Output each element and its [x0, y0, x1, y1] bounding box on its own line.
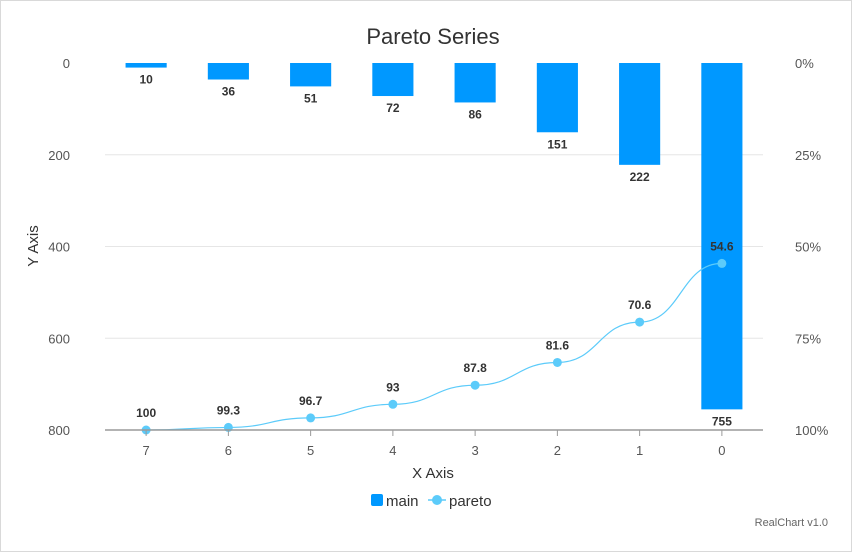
legend-pareto-label: pareto [449, 493, 492, 510]
bar[interactable] [372, 63, 414, 97]
bar[interactable] [207, 63, 249, 80]
y2-tick-label: 25% [795, 148, 821, 163]
pareto-point[interactable] [717, 258, 727, 268]
bar-data-label: 222 [630, 170, 650, 184]
credit-text: RealChart v1.0 [755, 517, 828, 529]
x-tick-label: 3 [472, 443, 479, 458]
y-tick-label: 400 [48, 240, 70, 255]
x-axis-ticks: 7 6 5 4 3 2 1 0 [143, 430, 725, 458]
pareto-point[interactable] [306, 413, 316, 423]
y-tick-label: 600 [48, 331, 70, 346]
chart-title: Pareto Series [366, 24, 499, 49]
y2-tick-label: 0% [795, 56, 814, 71]
x-tick-label: 2 [554, 443, 561, 458]
bar[interactable] [454, 63, 496, 103]
y-tick-label: 0 [63, 56, 70, 71]
bar-data-label: 72 [386, 101, 400, 115]
legend-main-label: main [386, 493, 419, 510]
bar-series-main: 10 36 51 72 86 151 222 755 [125, 63, 743, 428]
grid-lines [105, 154, 763, 339]
pareto-data-label: 93 [386, 380, 400, 394]
x-tick-label: 6 [225, 443, 232, 458]
pareto-data-label: 70.6 [628, 298, 652, 312]
y2-tick-label: 50% [795, 240, 821, 255]
bar-data-label: 51 [304, 91, 318, 105]
y-tick-label: 800 [48, 423, 70, 438]
x-tick-label: 1 [636, 443, 643, 458]
bar[interactable] [125, 63, 167, 68]
pareto-data-label: 81.6 [546, 338, 570, 352]
x-tick-label: 5 [307, 443, 314, 458]
x-tick-label: 7 [143, 443, 150, 458]
bar[interactable] [619, 63, 661, 165]
x-axis-title: X Axis [412, 465, 454, 482]
y-tick-label: 200 [48, 148, 70, 163]
secondary-y-axis-ticks: 0% 25% 50% 75% 100% [795, 56, 829, 438]
bar-data-label: 10 [139, 73, 153, 87]
y2-tick-label: 75% [795, 331, 821, 346]
pareto-data-label: 54.6 [710, 239, 734, 253]
y-axis-ticks: 0 200 400 600 800 [48, 56, 70, 438]
bar-data-label: 151 [547, 137, 567, 151]
x-tick-label: 0 [718, 443, 725, 458]
legend-pareto-marker [432, 495, 442, 505]
pareto-point[interactable] [552, 357, 562, 367]
bar-data-label: 86 [468, 107, 482, 121]
x-tick-label: 4 [389, 443, 396, 458]
pareto-data-label: 99.3 [217, 403, 241, 417]
bar-data-label: 755 [712, 414, 732, 428]
pareto-point[interactable] [470, 380, 480, 390]
y2-tick-label: 100% [795, 423, 829, 438]
line-series-pareto: 100 99.3 96.7 93 87.8 81.6 70.6 54.6 [136, 239, 734, 435]
legend: main pareto [371, 493, 492, 510]
y-axis-title: Y Axis [25, 225, 42, 266]
bar[interactable] [701, 63, 743, 410]
pareto-point[interactable] [388, 399, 398, 409]
pareto-data-label: 100 [136, 406, 156, 420]
bar[interactable] [290, 63, 332, 87]
pareto-point[interactable] [635, 317, 645, 327]
legend-item-main[interactable]: main [371, 493, 419, 510]
legend-main-swatch [371, 494, 383, 506]
legend-item-pareto[interactable]: pareto [428, 493, 492, 510]
bar-data-label: 36 [222, 85, 236, 99]
bar[interactable] [536, 63, 578, 133]
pareto-data-label: 87.8 [463, 361, 487, 375]
pareto-data-label: 96.7 [299, 394, 323, 408]
